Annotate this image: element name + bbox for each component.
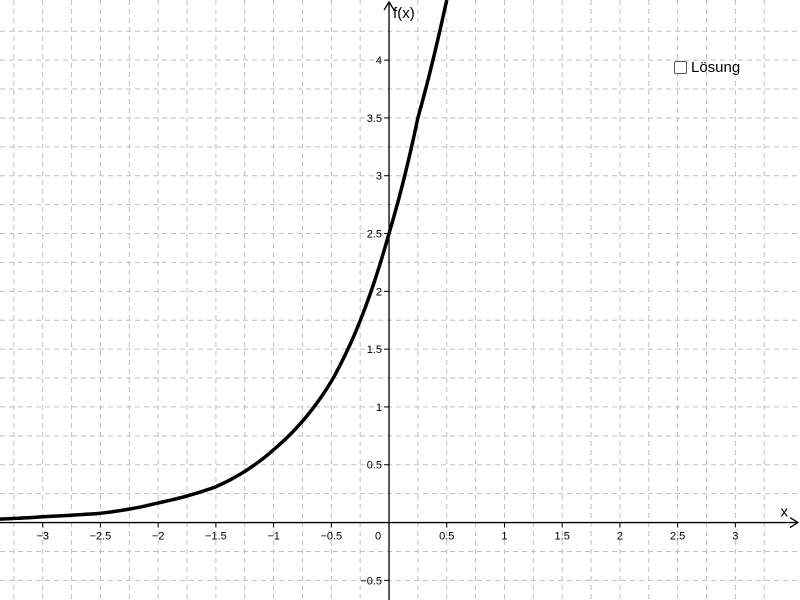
x-axis-label: x: [781, 504, 789, 521]
y-tick-label: 2.5: [367, 229, 382, 241]
y-tick-label: −0.5: [360, 575, 382, 587]
x-tick-label: −1.5: [205, 531, 227, 543]
x-tick-label: 1.5: [555, 531, 570, 543]
y-tick-label: 2: [376, 286, 382, 298]
x-tick-label: 0.5: [439, 531, 454, 543]
x-tick-label: 2: [617, 531, 623, 543]
solution-label: Lösung: [691, 59, 741, 76]
y-tick-label: 3: [376, 171, 382, 183]
solution-checkbox[interactable]: Lösung: [674, 59, 740, 76]
y-tick-label: 0.5: [367, 460, 382, 472]
function-curve: [0, 0, 449, 521]
y-axis-label: f(x): [393, 5, 415, 22]
x-tick-label: −2: [152, 531, 165, 543]
x-tick-label: 2.5: [670, 531, 685, 543]
x-tick-label: 0: [375, 531, 381, 543]
checkbox-box[interactable]: [674, 61, 687, 74]
y-tick-label: 4: [376, 55, 382, 67]
y-tick-label: 1: [376, 402, 382, 414]
x-tick-label: 1: [501, 531, 507, 543]
y-tick-label: 1.5: [367, 344, 382, 356]
x-tick-label: −2.5: [90, 531, 112, 543]
x-tick-label: 3: [732, 531, 738, 543]
x-tick-label: −1: [267, 531, 280, 543]
x-tick-label: −3: [36, 531, 49, 543]
y-axis-arrow: [383, 0, 395, 11]
x-tick-label: −0.5: [320, 531, 342, 543]
x-axis-arrow: [789, 516, 800, 529]
y-tick-label: 3.5: [367, 113, 382, 125]
